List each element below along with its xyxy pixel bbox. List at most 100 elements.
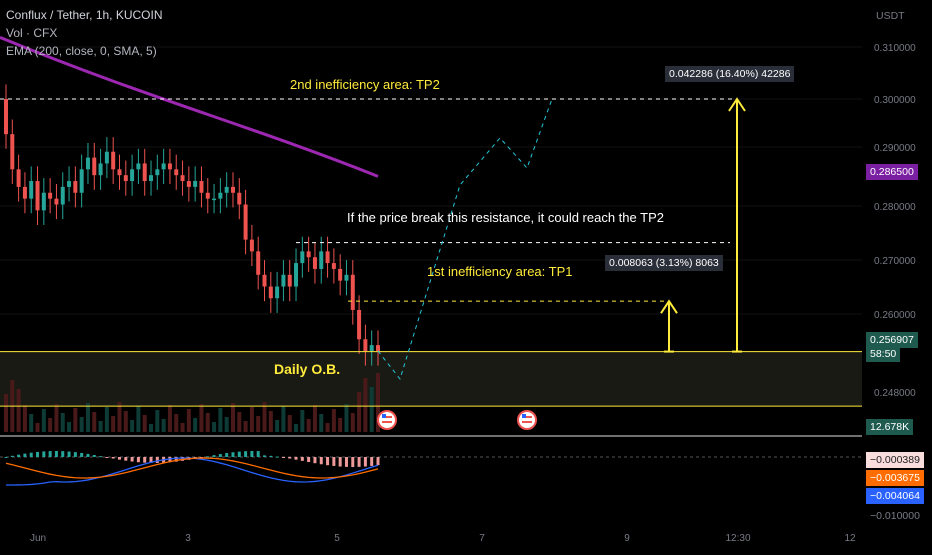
- macd-histogram-bar: [92, 454, 96, 457]
- candle-body: [35, 181, 40, 211]
- last-price-tag: 0.256907: [866, 332, 918, 348]
- volume-bar: [193, 418, 198, 432]
- candle-body: [281, 274, 286, 287]
- volume-bar: [243, 421, 248, 432]
- tp2-measure-box: 0.042286 (16.40%) 42286: [665, 66, 795, 82]
- volume-bar: [256, 416, 261, 432]
- time-axis-tick: Jun: [30, 533, 46, 544]
- macd-histogram-bar: [363, 457, 367, 467]
- macd-signal-line: [5, 457, 379, 479]
- macd-histogram-bar: [357, 457, 361, 467]
- time-axis-tick: 7: [479, 533, 485, 544]
- macd-histogram-bar: [73, 452, 77, 457]
- price-axis-tick: 0.280000: [874, 202, 916, 213]
- macd-histogram-bar: [370, 457, 374, 466]
- volume-bar: [48, 418, 53, 432]
- flag-stripe: [522, 416, 532, 418]
- price-axis-tick: 0.248000: [874, 388, 916, 399]
- candle-body: [319, 251, 324, 269]
- candle-body: [79, 169, 84, 193]
- macd-histogram-bar: [300, 457, 304, 461]
- time-axis-tick: 5: [334, 533, 340, 544]
- candle-body: [174, 169, 179, 176]
- candle-body: [60, 186, 65, 205]
- volume-bar: [281, 406, 286, 432]
- candle-body: [268, 286, 273, 299]
- time-axis-tick: 3: [185, 533, 191, 544]
- candle-body: [205, 192, 210, 199]
- volume-bar: [312, 405, 317, 432]
- volume-bar: [167, 405, 172, 432]
- tp2-label: 2nd inefficiency area: TP2: [290, 77, 440, 92]
- volume-bar: [155, 410, 160, 432]
- candle-body: [161, 163, 166, 170]
- candle-body: [111, 151, 116, 170]
- macd-histogram-bar: [218, 454, 222, 457]
- volume-bar: [67, 422, 72, 432]
- volume-bar: [218, 408, 223, 432]
- volume-bar: [344, 404, 349, 432]
- volume-bar: [54, 404, 59, 432]
- target-levels: [0, 98, 862, 437]
- volume-bar: [60, 413, 65, 432]
- candle-body: [149, 175, 154, 182]
- volume-bar: [262, 402, 267, 432]
- volume-bar: [338, 418, 343, 432]
- candle-body: [344, 274, 349, 281]
- volume-bar: [111, 416, 116, 432]
- projection-path: [377, 98, 553, 381]
- price-axis-tick: 0.310000: [874, 43, 916, 54]
- volume-bar: [98, 421, 103, 432]
- volume-bar: [149, 424, 154, 432]
- price-axis-tick: 0.260000: [874, 310, 916, 321]
- macd-histogram-bar: [10, 455, 14, 457]
- volume-bar: [186, 409, 191, 432]
- volume-bars: [4, 373, 380, 432]
- macd-histogram-bar: [294, 457, 298, 460]
- volume-bar: [199, 404, 204, 432]
- volume-bar: [212, 422, 217, 432]
- volume-bar: [331, 409, 336, 432]
- ema-line: [0, 35, 379, 178]
- volume-bar: [230, 403, 235, 432]
- macd-histogram-bar: [124, 457, 128, 461]
- macd-histogram-bar: [99, 456, 103, 458]
- candle-body: [338, 268, 343, 281]
- candle-body: [155, 169, 160, 176]
- volume-bar: [16, 389, 21, 432]
- candle-body: [300, 251, 305, 264]
- candle-body: [4, 99, 8, 135]
- volume-bar: [123, 411, 128, 432]
- candle-body: [312, 257, 317, 269]
- macd-histogram-bar: [250, 451, 254, 457]
- flag-stripe: [382, 416, 392, 418]
- macd-histogram-bar: [42, 451, 46, 457]
- macd-histogram-bar: [244, 451, 248, 457]
- candle-body: [41, 192, 46, 211]
- volume-bar: [104, 407, 109, 432]
- volume-bar: [92, 412, 97, 432]
- candle-body: [142, 163, 147, 182]
- volume-bar: [350, 413, 355, 432]
- macd-histogram-bar: [376, 457, 380, 466]
- candle-body: [199, 181, 204, 193]
- flag-canton: [382, 414, 386, 418]
- candle-body: [73, 181, 78, 193]
- volume-tag: 12.678K: [866, 419, 914, 435]
- tp1-label: 1st inefficiency area: TP1: [427, 264, 573, 279]
- time-axis-tick: 12: [844, 533, 856, 544]
- volume-bar: [73, 408, 78, 432]
- volume-bar: [4, 394, 8, 432]
- candle-body: [16, 169, 21, 187]
- candle-body: [294, 263, 299, 287]
- macd-histogram-bar: [256, 451, 260, 457]
- macd-histogram-bar: [326, 457, 330, 466]
- time-axis-tick: 12:30: [725, 533, 750, 544]
- flag-stripe: [522, 421, 532, 423]
- volume-bar: [369, 387, 374, 432]
- volume-bar: [35, 423, 40, 432]
- macd-histogram-bar: [351, 457, 355, 467]
- volume-bar: [136, 406, 141, 432]
